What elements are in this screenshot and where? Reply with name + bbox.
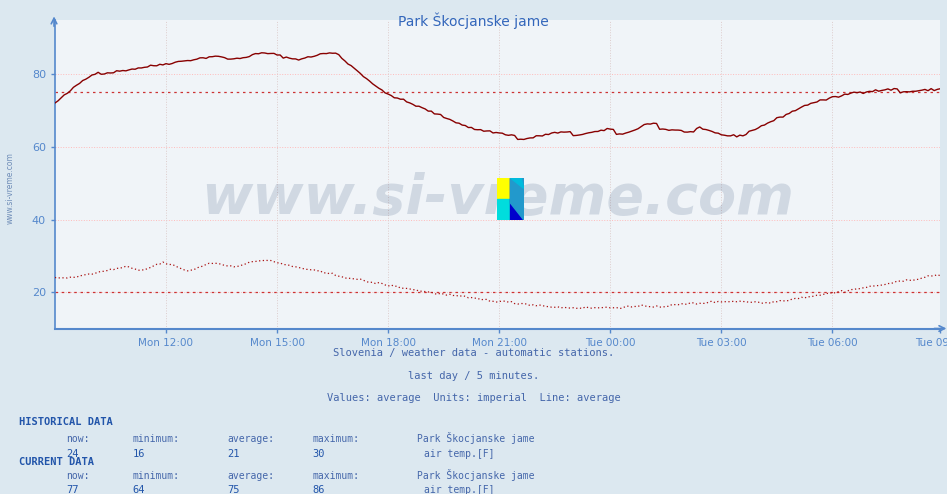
Text: average:: average: xyxy=(227,434,275,444)
Text: 86: 86 xyxy=(313,485,325,494)
Text: 75: 75 xyxy=(227,485,240,494)
Text: now:: now: xyxy=(66,471,90,481)
Text: 64: 64 xyxy=(133,485,145,494)
Text: 21: 21 xyxy=(227,449,240,459)
Text: air temp.[F]: air temp.[F] xyxy=(424,485,494,494)
Text: minimum:: minimum: xyxy=(133,434,180,444)
Text: www.si-vreme.com: www.si-vreme.com xyxy=(201,172,795,226)
Text: HISTORICAL DATA: HISTORICAL DATA xyxy=(19,417,113,427)
Text: 16: 16 xyxy=(133,449,145,459)
Polygon shape xyxy=(510,178,524,188)
Text: Park Škocjanske jame: Park Škocjanske jame xyxy=(398,12,549,29)
Text: last day / 5 minutes.: last day / 5 minutes. xyxy=(408,370,539,380)
Text: Park Škocjanske jame: Park Škocjanske jame xyxy=(417,469,534,481)
Text: maximum:: maximum: xyxy=(313,471,360,481)
Text: Park Škocjanske jame: Park Škocjanske jame xyxy=(417,432,534,444)
Text: www.si-vreme.com: www.si-vreme.com xyxy=(6,152,15,224)
Text: 77: 77 xyxy=(66,485,79,494)
Bar xyxy=(510,178,524,220)
Text: Values: average  Units: imperial  Line: average: Values: average Units: imperial Line: av… xyxy=(327,393,620,403)
Bar xyxy=(497,199,510,220)
Text: 24: 24 xyxy=(66,449,79,459)
Text: minimum:: minimum: xyxy=(133,471,180,481)
Polygon shape xyxy=(510,178,524,220)
Text: average:: average: xyxy=(227,471,275,481)
Bar xyxy=(497,178,510,199)
Text: air temp.[F]: air temp.[F] xyxy=(424,449,494,459)
Text: maximum:: maximum: xyxy=(313,434,360,444)
Text: now:: now: xyxy=(66,434,90,444)
Text: Slovenia / weather data - automatic stations.: Slovenia / weather data - automatic stat… xyxy=(333,348,614,358)
Text: 30: 30 xyxy=(313,449,325,459)
Text: CURRENT DATA: CURRENT DATA xyxy=(19,457,94,467)
